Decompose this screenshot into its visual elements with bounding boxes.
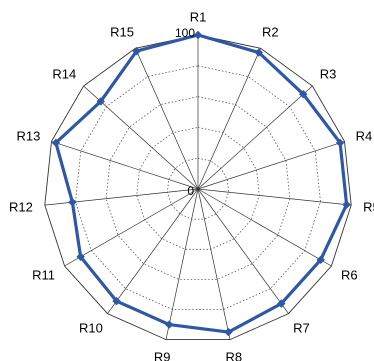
outer-grid-ring — [44, 34, 352, 341]
series-layer — [51, 30, 351, 337]
data-point-marker — [112, 296, 121, 306]
category-label: R1 — [190, 10, 207, 25]
category-label: R10 — [79, 321, 103, 336]
category-label: R2 — [262, 24, 279, 39]
axis-spoke — [197, 141, 345, 190]
data-point-marker — [299, 89, 308, 99]
grid-layer — [44, 34, 352, 341]
axis-spoke — [64, 188, 199, 267]
axis-spoke — [197, 188, 332, 267]
category-label: R6 — [341, 268, 358, 283]
data-point-marker — [254, 48, 263, 57]
data-point-marker — [132, 46, 141, 56]
axis-spoke — [135, 48, 199, 190]
category-label: R14 — [52, 66, 76, 81]
category-label: R12 — [9, 200, 33, 215]
category-label: R5 — [363, 200, 374, 215]
category-label: R8 — [225, 350, 242, 361]
tick-label-max: 100 — [175, 26, 195, 40]
tick-label-min: 0 — [187, 184, 194, 198]
data-point-marker — [76, 252, 85, 261]
axis-spoke — [197, 188, 231, 340]
category-label: R4 — [356, 128, 373, 143]
data-point-marker — [277, 299, 286, 308]
data-point-marker — [316, 255, 325, 265]
grid-ring — [136, 126, 260, 250]
data-point-marker — [164, 320, 174, 329]
data-point-marker — [342, 200, 351, 209]
category-label: R11 — [32, 268, 55, 283]
data-point-marker — [224, 327, 233, 337]
axis-spoke — [197, 48, 261, 190]
category-label: R15 — [110, 24, 134, 39]
labels-layer: R1 R2 R3 R4 R5 R6 R7 R8 R9 R10 R11 R12 R13 R14 R15 0 100 — [9, 10, 374, 361]
data-point-marker — [96, 97, 105, 106]
grid-ring — [166, 157, 230, 220]
axis-spoke — [197, 85, 313, 190]
category-label: R9 — [154, 350, 171, 361]
grid-ring — [105, 96, 291, 280]
axis-spoke — [165, 188, 199, 340]
category-label: R3 — [320, 66, 337, 81]
data-point-marker — [193, 30, 203, 40]
spokes-layer — [44, 35, 352, 340]
data-point-marker — [51, 138, 61, 148]
category-label: R7 — [293, 321, 310, 336]
axis-spoke — [51, 141, 199, 190]
category-label: R13 — [17, 128, 41, 143]
axis-spoke — [197, 188, 352, 206]
series-line — [54, 33, 349, 334]
data-point-marker — [68, 197, 77, 207]
axis-spoke — [107, 188, 199, 314]
data-point-marker — [335, 138, 345, 148]
axis-spoke — [197, 188, 289, 314]
